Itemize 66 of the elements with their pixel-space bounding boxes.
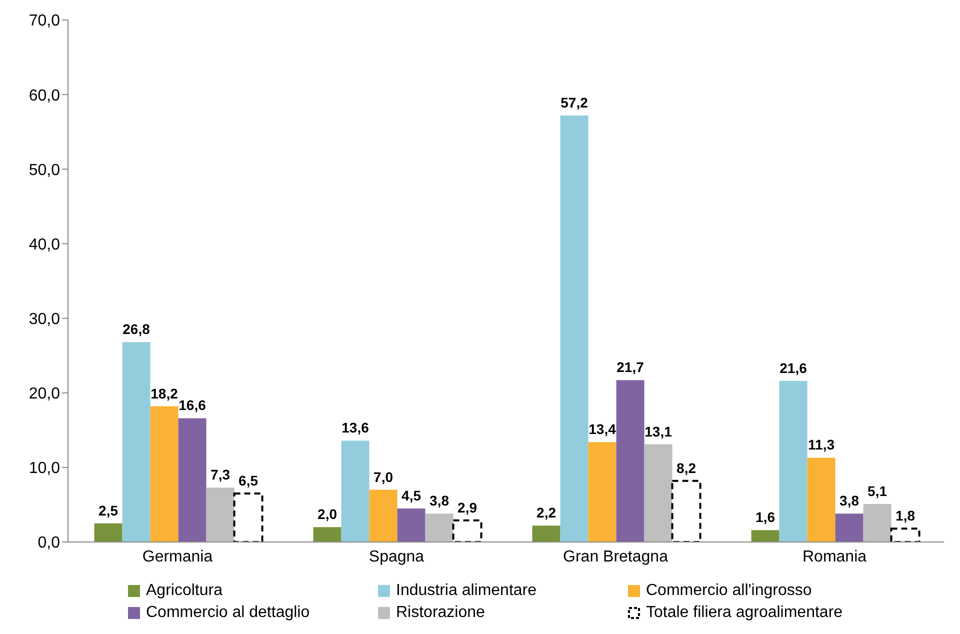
bar xyxy=(452,519,482,542)
bar xyxy=(835,514,864,542)
data-label: 5,1 xyxy=(868,482,888,499)
data-label: 11,3 xyxy=(808,436,835,453)
legend-label: Ristorazione xyxy=(396,604,485,622)
data-label: 2,0 xyxy=(318,506,338,522)
bar xyxy=(233,492,264,542)
bar xyxy=(425,514,454,542)
data-label: 6,5 xyxy=(238,472,258,489)
legend-label: Commercio all'ingrosso xyxy=(646,582,812,600)
bar xyxy=(532,526,560,542)
data-label: 16,6 xyxy=(178,397,206,414)
y-tick-label: 70,0 xyxy=(28,12,60,30)
bar xyxy=(863,504,892,542)
data-label: 13,6 xyxy=(342,420,370,436)
bar xyxy=(94,523,122,542)
data-label: 21,6 xyxy=(780,360,808,376)
y-tick-label: 20,0 xyxy=(28,386,60,403)
data-label: 3,8 xyxy=(430,492,450,509)
data-label: 26,8 xyxy=(122,321,150,338)
bar xyxy=(644,444,672,542)
data-label: 57,2 xyxy=(560,94,588,110)
bar xyxy=(341,440,370,542)
data-label: 2,5 xyxy=(98,502,118,518)
data-label: 3,8 xyxy=(840,492,860,509)
data-label: 13,1 xyxy=(644,423,672,440)
data-label: 21,7 xyxy=(616,359,644,376)
x-tick-label: Gran Bretagna xyxy=(563,548,668,566)
bar xyxy=(807,458,836,542)
bar xyxy=(560,115,588,542)
bar xyxy=(150,406,178,542)
data-label: 1,8 xyxy=(896,508,916,524)
bar xyxy=(313,527,342,542)
data-label: 2,2 xyxy=(536,504,556,521)
bar xyxy=(890,528,920,542)
y-tick-label: 60,0 xyxy=(28,87,60,104)
data-label: 1,6 xyxy=(756,509,776,526)
bar xyxy=(588,442,616,542)
data-label: 7,3 xyxy=(210,466,230,483)
legend-label: Commercio al dettaglio xyxy=(146,604,310,622)
bar xyxy=(779,380,808,542)
y-tick-label: 40,0 xyxy=(28,236,60,254)
legend-label: Totale filiera agroalimentare xyxy=(646,604,843,622)
legend-label: Agricoltura xyxy=(146,582,222,600)
data-label: 7,0 xyxy=(374,468,394,485)
bar xyxy=(178,418,206,542)
bar xyxy=(751,530,780,542)
data-label: 18,2 xyxy=(150,385,178,402)
data-label: 2,9 xyxy=(458,499,478,516)
x-tick-label: Romania xyxy=(802,548,867,566)
data-label: 8,2 xyxy=(676,460,696,476)
bar xyxy=(397,508,426,542)
bar xyxy=(206,488,234,542)
bar xyxy=(671,480,702,542)
y-tick-label: 50,0 xyxy=(28,162,60,179)
x-tick-label: Spagna xyxy=(368,548,424,566)
data-label: 4,5 xyxy=(402,487,422,504)
y-tick-label: 0,0 xyxy=(38,534,60,552)
y-tick-label: 10,0 xyxy=(28,460,60,478)
bar xyxy=(616,380,644,542)
bar xyxy=(369,490,398,542)
y-tick-label: 30,0 xyxy=(28,310,60,328)
x-tick-label: Germania xyxy=(142,548,213,566)
bar xyxy=(122,342,150,542)
legend-label: Industria alimentare xyxy=(396,582,537,600)
data-label: 13,4 xyxy=(588,421,616,438)
